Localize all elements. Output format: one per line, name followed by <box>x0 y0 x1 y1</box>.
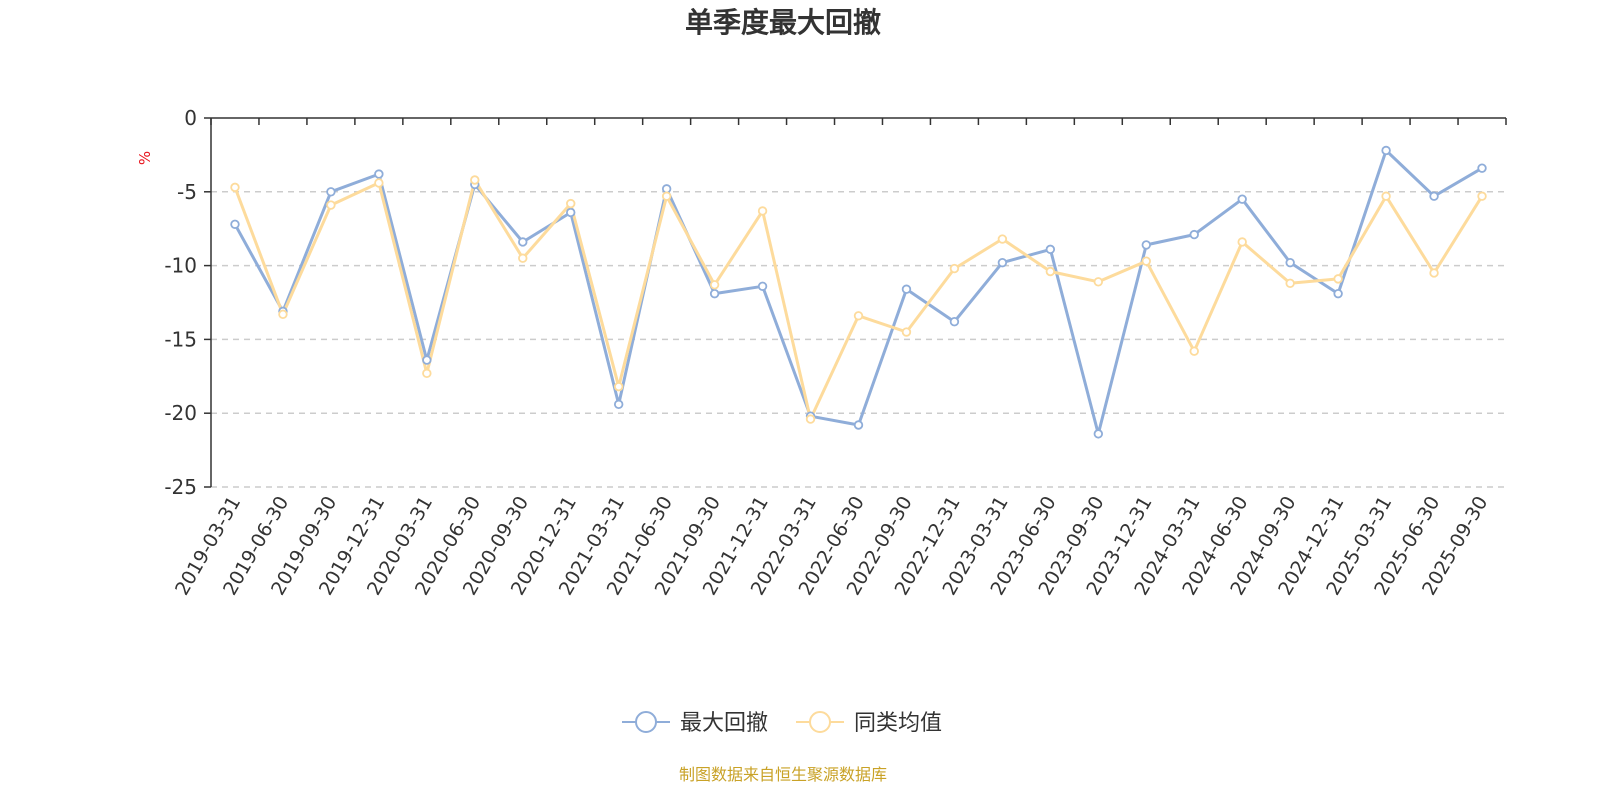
data-point-series-1[interactable] <box>566 198 576 209</box>
data-point-series-1[interactable] <box>709 280 720 290</box>
legend-item-max-drawdown[interactable]: 最大回撤 <box>622 711 768 736</box>
y-tick-label: -10 <box>164 254 197 278</box>
data-point-series-0[interactable] <box>1333 288 1343 299</box>
grid-lines <box>211 191 1506 488</box>
data-point-series-1[interactable] <box>1189 346 1199 356</box>
y-tick-label: -5 <box>177 180 197 204</box>
data-point-series-0[interactable] <box>853 420 864 430</box>
data-point-series-1[interactable] <box>1333 274 1343 284</box>
data-point-series-1[interactable] <box>1141 256 1151 266</box>
data-point-series-1[interactable] <box>518 253 528 263</box>
data-point-series-1[interactable] <box>1237 237 1247 247</box>
data-point-series-1[interactable] <box>901 327 912 337</box>
legend-label-max-drawdown: 最大回撤 <box>680 711 768 736</box>
data-point-series-0[interactable] <box>661 184 672 194</box>
data-point-series-1[interactable] <box>757 206 768 216</box>
data-point-series-0[interactable] <box>1189 229 1199 240</box>
data-point-series-1[interactable] <box>1381 191 1391 201</box>
data-point-series-0[interactable] <box>1237 194 1247 204</box>
data-source-note: 制图数据来自恒生聚源数据库 <box>679 765 887 784</box>
y-axis-unit: % <box>136 151 154 165</box>
data-point-series-0[interactable] <box>997 257 1008 268</box>
data-point-series-1[interactable] <box>949 263 960 274</box>
data-point-series-0[interactable] <box>326 187 336 197</box>
data-point-series-1[interactable] <box>1429 268 1439 278</box>
legend-item-peer-average[interactable]: 同类均值 <box>796 711 942 736</box>
data-point-series-1[interactable] <box>1045 266 1056 277</box>
data-point-series-1[interactable] <box>661 191 672 201</box>
data-point-series-1[interactable] <box>805 414 816 424</box>
data-point-series-1[interactable] <box>1093 277 1104 287</box>
data-point-series-0[interactable] <box>757 281 768 291</box>
series-lines <box>230 145 1487 439</box>
data-point-series-0[interactable] <box>374 169 384 179</box>
data-point-series-0[interactable] <box>1381 145 1391 156</box>
y-tick-label: -25 <box>164 475 197 499</box>
y-tick-label: -15 <box>164 327 197 351</box>
data-point-series-0[interactable] <box>1285 257 1295 268</box>
data-point-series-0[interactable] <box>1045 244 1056 255</box>
data-point-series-1[interactable] <box>374 178 384 188</box>
y-tick-label: 0 <box>184 106 197 130</box>
data-point-series-1[interactable] <box>326 200 336 210</box>
legend: 最大回撤 同类均值 <box>622 711 942 736</box>
data-point-series-0[interactable] <box>230 219 240 229</box>
data-point-series-1[interactable] <box>278 309 288 320</box>
data-point-series-0[interactable] <box>613 399 624 410</box>
data-point-series-0[interactable] <box>518 237 528 247</box>
data-point-series-0[interactable] <box>901 284 912 294</box>
data-point-series-0[interactable] <box>709 288 720 299</box>
legend-marker-max-drawdown <box>635 711 657 733</box>
data-point-series-1[interactable] <box>230 182 240 193</box>
data-point-series-0[interactable] <box>566 207 576 218</box>
chart-title: 单季度最大回撤 <box>685 6 881 39</box>
series-line-0 <box>233 149 1483 436</box>
data-point-series-1[interactable] <box>853 311 864 321</box>
legend-marker-peer-average <box>809 711 831 733</box>
data-point-series-0[interactable] <box>949 316 960 327</box>
data-point-series-0[interactable] <box>1141 240 1151 250</box>
data-point-series-0[interactable] <box>1429 191 1439 201</box>
legend-label-peer-average: 同类均值 <box>854 711 942 736</box>
data-point-series-1[interactable] <box>997 234 1008 244</box>
data-point-series-1[interactable] <box>1477 191 1487 201</box>
data-point-series-0[interactable] <box>422 355 432 365</box>
data-point-series-0[interactable] <box>1093 429 1104 439</box>
data-point-series-1[interactable] <box>613 381 624 392</box>
data-point-series-0[interactable] <box>1477 163 1487 173</box>
data-point-series-1[interactable] <box>422 368 432 379</box>
y-tick-label: -20 <box>164 401 197 425</box>
data-point-series-1[interactable] <box>470 175 480 185</box>
data-point-series-1[interactable] <box>1285 278 1295 289</box>
series-line-1 <box>233 178 1484 421</box>
